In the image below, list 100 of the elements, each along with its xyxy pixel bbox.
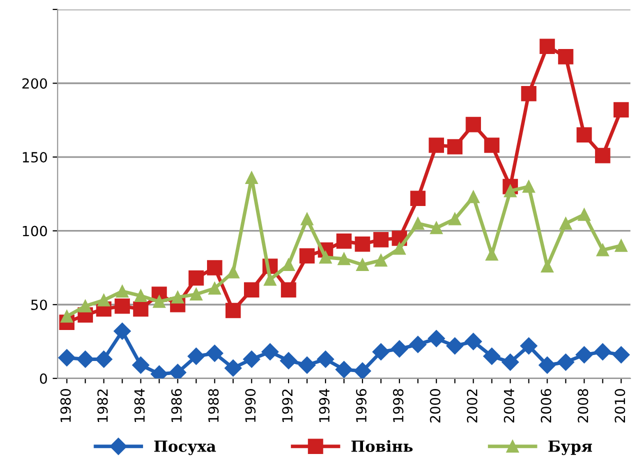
point [152,295,166,308]
point [98,294,110,306]
point [467,190,480,204]
point [354,236,370,252]
point [338,252,350,266]
point [76,350,94,368]
point [412,217,424,230]
point [614,239,628,252]
point [410,190,426,206]
x-tick-label: 2000 [430,389,440,422]
point [428,138,444,153]
x-tick-label: 2004 [504,388,514,422]
point [356,258,369,272]
point [578,208,590,221]
point [374,254,388,267]
y-tick-label: 100 [22,226,47,236]
point [612,346,630,364]
point [541,260,554,272]
point [447,139,463,154]
point [224,360,242,377]
x-tick-label: 1988 [208,389,219,422]
point [614,102,629,118]
point [245,171,258,184]
point [486,248,498,261]
x-tick-label: 1996 [356,389,367,422]
point [393,242,406,255]
point [188,270,204,286]
x-tick-label: 2006 [540,389,552,422]
point [483,348,500,365]
legend-label: Посуха [154,440,216,456]
x-tick-label: 1982 [97,390,108,422]
point [484,138,500,153]
point [169,364,186,378]
point [58,349,76,366]
point [300,212,314,226]
point [576,346,593,364]
point [430,222,443,234]
point [448,212,462,226]
point [244,282,260,298]
point [390,340,408,358]
point [132,356,150,374]
point [79,300,92,312]
point [280,282,296,298]
point [522,180,536,193]
point [558,49,574,64]
legend-label: Буря [548,440,592,456]
point [171,290,184,304]
y-tick-label: 150 [22,152,47,163]
x-tick-label: 2010 [614,389,626,422]
point [464,332,482,350]
point [594,343,612,360]
point [557,354,574,371]
point [206,344,224,362]
point [428,330,445,348]
point [538,356,556,374]
point [520,337,538,354]
point [446,337,464,354]
point [243,350,260,368]
point [316,350,334,368]
point [114,298,130,314]
point [299,248,315,264]
x-tick-label: 1992 [282,390,293,422]
point [262,343,279,360]
point [208,282,221,295]
legend-label: Повінь [351,440,413,452]
point [134,290,147,302]
x-tick-label: 1998 [392,389,404,422]
x-tick-label: 1986 [171,389,182,422]
point [207,260,222,276]
point [409,336,426,354]
x-tick-label: 1980 [60,389,71,422]
y-tick-label: 200 [22,78,47,89]
point [133,301,148,317]
point [576,127,592,143]
point [298,356,316,374]
point [372,343,390,360]
point [502,354,519,371]
x-tick-label: 1990 [245,389,256,422]
point [540,38,555,54]
point [596,244,609,256]
point [225,302,241,318]
point [190,288,202,301]
point [264,273,276,286]
point [466,116,481,132]
point [282,258,295,272]
point [373,232,389,248]
point [188,348,205,365]
x-tick-label: 2002 [466,390,478,422]
x-tick-label: 1994 [319,388,330,422]
point [335,360,353,378]
point [559,217,572,230]
point [116,285,129,298]
point [595,148,610,164]
point [319,251,332,264]
point [354,362,372,378]
y-tick-label: 50 [31,300,47,310]
point [336,234,352,249]
point [504,184,517,198]
point [60,310,74,323]
y-tick-label: 0 [40,373,47,384]
